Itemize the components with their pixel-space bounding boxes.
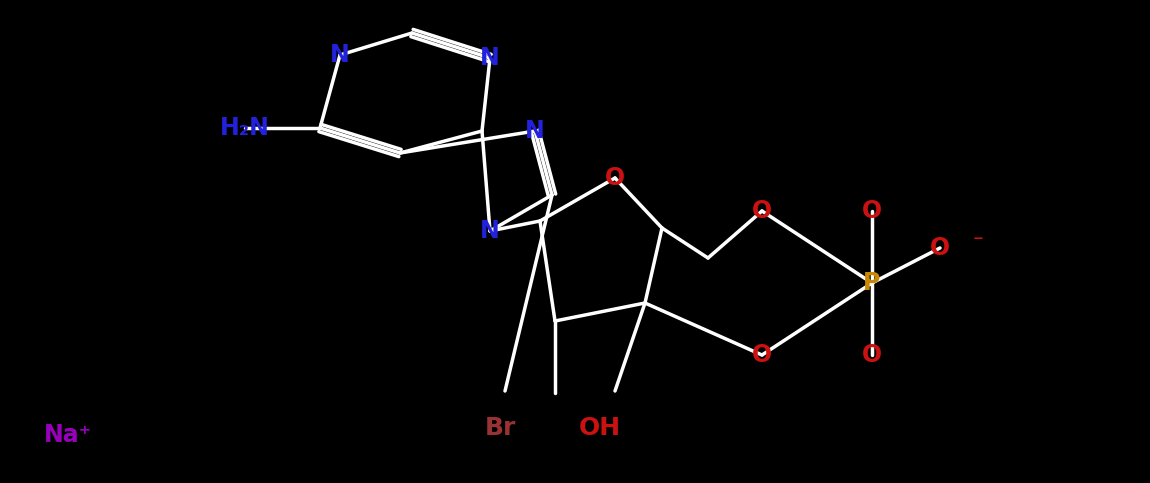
- Text: ⁻: ⁻: [973, 233, 983, 253]
- Text: P: P: [864, 271, 881, 295]
- Text: N: N: [481, 219, 500, 243]
- Text: N: N: [526, 119, 545, 143]
- Text: O: O: [862, 343, 882, 367]
- Text: OH: OH: [578, 416, 621, 440]
- Text: H₂N: H₂N: [220, 116, 270, 140]
- Text: O: O: [752, 199, 772, 223]
- Text: O: O: [862, 199, 882, 223]
- Text: O: O: [930, 236, 950, 260]
- Text: N: N: [481, 46, 500, 70]
- Text: N: N: [330, 43, 350, 67]
- Text: O: O: [605, 166, 626, 190]
- Text: Br: Br: [484, 416, 515, 440]
- Text: O: O: [752, 343, 772, 367]
- Text: Na⁺: Na⁺: [44, 423, 92, 447]
